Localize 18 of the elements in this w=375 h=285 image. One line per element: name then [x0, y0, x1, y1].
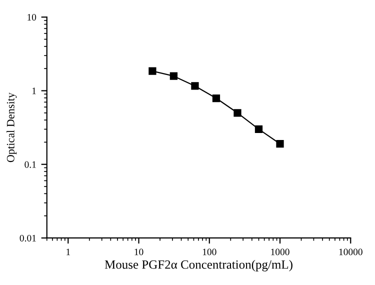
x-axis-title: Mouse PGF2α Concentration(pg/mL): [104, 260, 292, 272]
x-tick-label: 100: [202, 248, 216, 256]
point: [212, 94, 220, 102]
y-tick-label: 0.01: [20, 234, 36, 242]
y-tick-label: 1: [32, 88, 36, 94]
point: [276, 140, 284, 148]
x-tick-label: 10000: [339, 248, 362, 256]
point: [234, 109, 242, 117]
y-axis-title: Optical Density: [6, 92, 17, 162]
x-tick-label: 1000: [271, 248, 290, 256]
y-tick-label: 10: [28, 14, 36, 21]
x-tick-label: 1: [66, 248, 70, 256]
point: [170, 72, 178, 80]
point: [191, 82, 199, 90]
y-tick-label: 0.1: [24, 161, 36, 168]
x-tick-label: 10: [134, 248, 144, 256]
point: [254, 125, 263, 134]
point: [148, 67, 156, 75]
